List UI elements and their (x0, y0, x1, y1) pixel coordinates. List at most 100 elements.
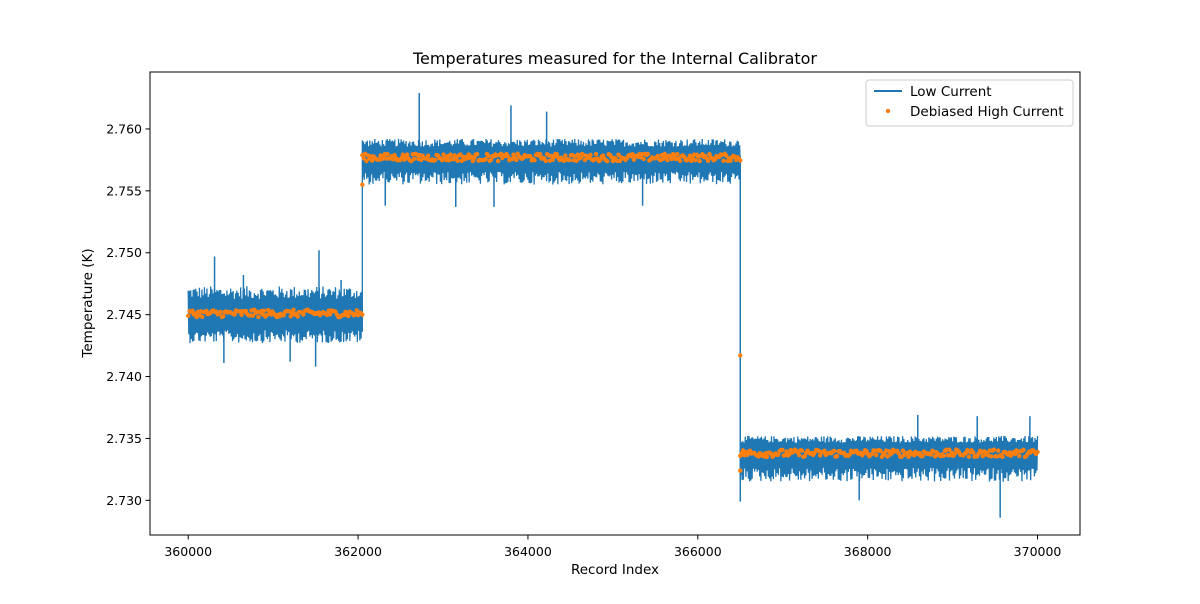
high-current-point (361, 156, 366, 161)
high-current-point (190, 308, 195, 313)
legend-label-low-current: Low Current (910, 84, 992, 100)
x-tick-label: 366000 (674, 544, 722, 559)
x-axis-label: Record Index (571, 562, 659, 578)
high-current-point (896, 450, 901, 456)
high-current-point (385, 151, 390, 157)
high-current-point (588, 152, 593, 158)
high-current-point (947, 447, 952, 452)
x-tick-label: 362000 (334, 544, 382, 559)
high-current-point (281, 313, 286, 318)
high-current-point (818, 453, 823, 458)
high-current-point (677, 158, 683, 164)
legend-label-high-current: Debiased High Current (910, 104, 1064, 120)
plot-area (186, 93, 1040, 518)
high-current-point (784, 449, 789, 454)
high-current-point (906, 454, 911, 460)
high-current-point (738, 158, 743, 163)
high-current-outlier (360, 182, 365, 187)
high-current-point (448, 152, 453, 157)
high-current-point (991, 447, 997, 452)
y-tick-label: 2.750 (106, 245, 142, 260)
high-current-point (537, 151, 543, 157)
high-current-point (528, 153, 533, 159)
high-current-point (474, 151, 480, 157)
high-current-point (617, 158, 623, 164)
high-current-point (1000, 454, 1005, 459)
high-current-outlier (738, 468, 743, 473)
high-current-point (425, 153, 431, 158)
high-current-point (952, 451, 958, 456)
legend-swatch-high-current (885, 108, 891, 114)
high-current-point (486, 153, 491, 159)
high-current-point (1035, 449, 1040, 455)
high-current-point (665, 157, 670, 163)
high-current-point (495, 158, 501, 164)
legend-box (865, 79, 1074, 127)
high-current-point (1021, 447, 1026, 453)
y-tick-label: 2.755 (106, 183, 142, 198)
high-current-point (796, 452, 802, 458)
high-current-point (707, 151, 712, 157)
high-current-point (605, 158, 610, 164)
x-tick-label: 368000 (844, 544, 892, 559)
high-current-point (218, 309, 223, 315)
y-axis-label: Temperature (K) (80, 248, 96, 358)
high-current-point (920, 453, 925, 459)
legend: Low Current Debiased High Current (865, 79, 1074, 127)
y-tick-label: 2.730 (106, 493, 142, 508)
high-current-point (360, 312, 365, 317)
high-current-point (483, 156, 488, 162)
x-tick-label: 360000 (164, 544, 212, 559)
high-current-point (928, 452, 934, 457)
high-current-point (932, 454, 938, 459)
high-current-point (832, 448, 837, 454)
high-current-point (675, 151, 680, 157)
high-current-point (301, 312, 306, 317)
high-current-point (705, 158, 711, 164)
high-current-point (470, 158, 476, 164)
high-current-point (232, 312, 237, 317)
high-current-point (941, 453, 946, 459)
high-current-point (578, 155, 583, 161)
high-current-point (970, 450, 976, 455)
high-current-point (724, 153, 729, 158)
axes-frame (149, 71, 1081, 536)
high-current-point (631, 157, 637, 162)
high-current-point (563, 153, 568, 158)
high-current-point (847, 452, 852, 457)
x-tick-label: 370000 (1014, 544, 1062, 559)
high-current-point (295, 314, 300, 319)
high-current-point (822, 448, 827, 453)
high-current-point (645, 151, 651, 157)
axes: 360000 362000 364000 366000 368000 370000 2.73… (106, 71, 1081, 559)
high-current-point (567, 157, 572, 163)
high-current-point (775, 452, 781, 457)
high-current-point (616, 152, 621, 157)
high-current-point (764, 454, 770, 460)
high-current-point (532, 158, 537, 163)
y-tick-label: 2.735 (106, 431, 142, 446)
high-current-point (966, 454, 972, 460)
low-current-line (187, 138, 1039, 482)
high-current-point (364, 158, 369, 164)
high-current-point (221, 313, 226, 319)
high-current-point (261, 308, 267, 313)
high-current-point (802, 454, 807, 459)
high-current-point (575, 152, 581, 157)
chart-title: Temperatures measured for the Internal C… (412, 49, 817, 68)
high-current-point (291, 307, 296, 312)
high-current-point (200, 314, 205, 320)
y-tick-label: 2.745 (106, 307, 142, 322)
high-current-point (264, 312, 270, 318)
high-current-point (989, 454, 994, 459)
high-current-point (799, 448, 805, 453)
high-current-point (186, 313, 191, 319)
high-current-point (404, 152, 410, 157)
high-current-point (598, 157, 603, 163)
high-current-point (441, 152, 446, 157)
high-current-point (834, 453, 840, 459)
high-current-point (1017, 453, 1022, 459)
high-current-point (256, 314, 261, 320)
high-current-point (400, 152, 406, 157)
